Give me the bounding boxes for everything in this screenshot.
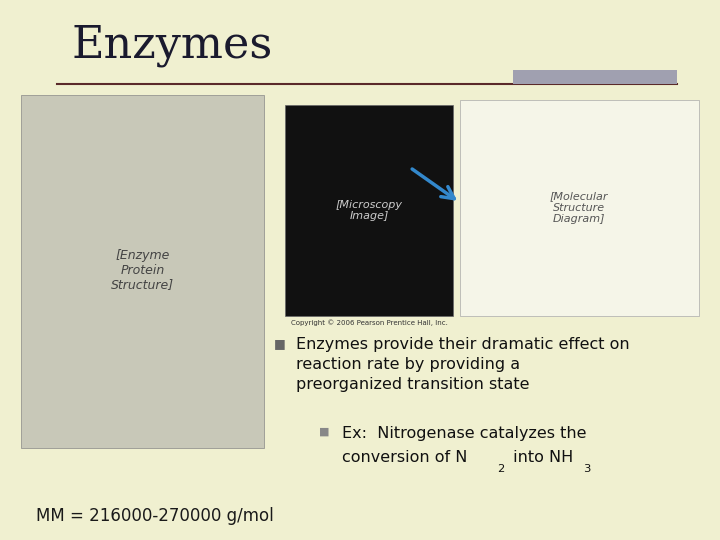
- Text: Ex:  Nitrogenase catalyzes the: Ex: Nitrogenase catalyzes the: [342, 426, 587, 441]
- Text: 3: 3: [583, 464, 590, 474]
- Bar: [460, 100, 698, 316]
- Text: [Molecular
Structure
Diagram]: [Molecular Structure Diagram]: [549, 191, 608, 225]
- Text: into NH: into NH: [508, 450, 573, 465]
- Bar: [513, 70, 678, 84]
- Bar: [285, 105, 453, 316]
- Text: 2: 2: [498, 464, 505, 474]
- Text: [Microscopy
Image]: [Microscopy Image]: [336, 200, 402, 221]
- Text: MM = 216000-270000 g/mol: MM = 216000-270000 g/mol: [36, 507, 274, 525]
- Bar: [22, 94, 264, 448]
- Text: Copyright © 2006 Pearson Prentice Hall, Inc.: Copyright © 2006 Pearson Prentice Hall, …: [291, 320, 448, 326]
- Text: ■: ■: [319, 427, 330, 437]
- Text: conversion of N: conversion of N: [342, 450, 467, 465]
- Text: Enzymes: Enzymes: [71, 24, 273, 68]
- Text: ■: ■: [274, 338, 286, 350]
- Text: Enzymes provide their dramatic effect on
reaction rate by providing a
preorganiz: Enzymes provide their dramatic effect on…: [296, 338, 629, 392]
- Text: [Enzyme
Protein
Structure]: [Enzyme Protein Structure]: [111, 248, 174, 292]
